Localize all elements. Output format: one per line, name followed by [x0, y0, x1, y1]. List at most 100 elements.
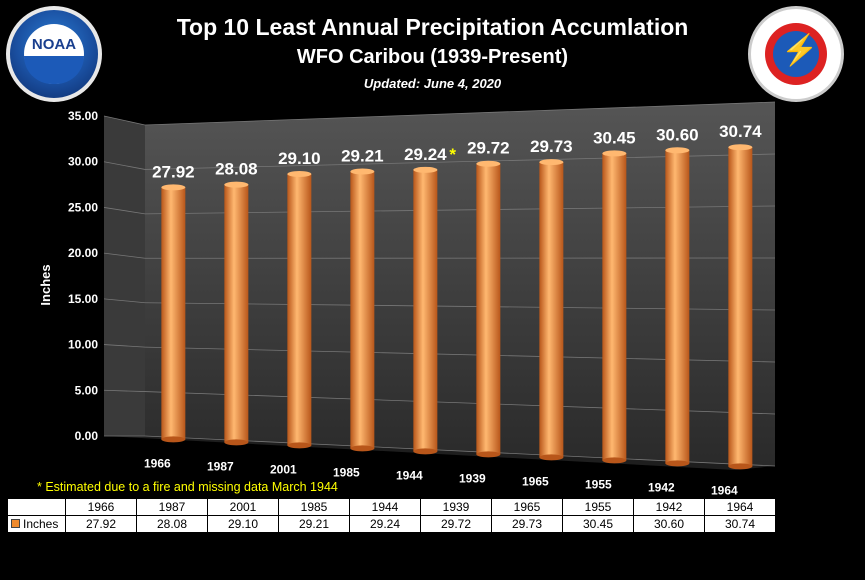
x-tick-label: 1966	[144, 456, 171, 470]
table-value-cell: 29.10	[207, 515, 279, 533]
table-value-cell: 29.72	[420, 515, 492, 533]
y-tick-label: 5.00	[75, 383, 99, 397]
x-tick-label: 1964	[711, 483, 738, 497]
bar-top	[602, 150, 627, 157]
bar-top	[476, 160, 501, 167]
chart-title: Top 10 Least Annual Precipitation Accuml…	[176, 14, 689, 40]
gridline-side	[103, 161, 146, 170]
table-value-cell: 29.21	[278, 515, 350, 533]
table-header-cell: 1939	[420, 498, 492, 516]
gridline-side	[103, 252, 146, 259]
table-value-cell: 30.60	[633, 515, 705, 533]
data-label: 29.24	[404, 145, 447, 164]
y-tick-label: 0.00	[75, 429, 99, 443]
bar	[413, 169, 438, 452]
bar-top	[665, 147, 690, 154]
table-value-cell: 27.92	[65, 515, 137, 533]
table-header-row: 1966 1987 2001 1985 1944 1939 1965 1955 1942 1964	[7, 498, 776, 516]
x-tick-label: 2001	[270, 462, 297, 476]
table-header-cell: 1965	[491, 498, 563, 516]
table-header-cell: 1944	[349, 498, 421, 516]
table-header-cell: 1987	[136, 498, 208, 516]
data-label: 30.45	[593, 128, 636, 147]
table-value-cell: 28.08	[136, 515, 208, 533]
bar	[539, 162, 564, 458]
noaa-logo: NOAA	[6, 6, 102, 102]
bar	[161, 187, 186, 440]
table-header-cell: 1955	[562, 498, 634, 516]
estimate-asterisk: *	[449, 145, 456, 164]
bar-base	[665, 460, 690, 467]
table-header-cell: 2001	[207, 498, 279, 516]
data-label: 30.74	[719, 122, 762, 141]
gridline	[144, 101, 776, 126]
data-label: 29.10	[278, 149, 321, 168]
table-row-label-text: Inches	[23, 517, 59, 531]
legend-swatch	[11, 519, 20, 528]
table-header-cell: 1985	[278, 498, 350, 516]
x-tick-label: 1985	[333, 465, 360, 479]
gridline-side	[103, 298, 146, 304]
gridline-side	[103, 344, 146, 348]
x-tick-label: 1987	[207, 459, 234, 473]
x-tick-label: 1955	[585, 477, 612, 491]
bar-base	[539, 454, 564, 461]
bar	[224, 184, 249, 443]
y-tick-label: 15.00	[68, 292, 98, 306]
y-tick-label: 35.00	[68, 109, 98, 123]
y-tick-label: 30.00	[68, 155, 98, 169]
data-label: 27.92	[152, 162, 195, 181]
x-tick-label: 1944	[396, 468, 423, 482]
bar-base	[728, 463, 753, 470]
table-header-cell: 1964	[704, 498, 776, 516]
table-corner	[7, 498, 66, 516]
bar-top	[224, 181, 249, 188]
bar-base	[224, 439, 249, 446]
bar-base	[413, 448, 438, 455]
data-table: 1966 1987 2001 1985 1944 1939 1965 1955 1942 1964…	[7, 498, 776, 533]
gridline-side	[103, 389, 146, 392]
bar	[350, 171, 375, 449]
table-value-row: Inches 27.92 28.08 29.10 29.21 29.24 29.72 29.…	[7, 515, 776, 533]
bar	[665, 150, 690, 464]
bar-top	[350, 168, 375, 175]
table-row-label: Inches	[7, 515, 66, 533]
data-label: 29.21	[341, 147, 384, 166]
bar-top	[161, 184, 186, 191]
data-label: 29.72	[467, 139, 510, 158]
data-label: 30.60	[656, 125, 699, 144]
table-value-cell: 29.73	[491, 515, 563, 533]
bar	[728, 147, 753, 467]
bar-top	[539, 159, 564, 166]
x-tick-label: 1965	[522, 474, 549, 488]
bar-base	[287, 442, 312, 449]
nws-caribou-logo: ⚡	[748, 6, 844, 102]
noaa-logo-text: NOAA	[31, 36, 77, 53]
x-tick-label: 1939	[459, 471, 486, 485]
x-tick-label: 1942	[648, 480, 675, 494]
data-label: 28.08	[215, 160, 258, 179]
gridline-side	[103, 115, 146, 126]
bar-top	[287, 170, 312, 177]
chart-subtitle: WFO Caribou (1939-Present)	[296, 46, 569, 68]
y-axis-label: Inches	[38, 264, 53, 305]
table-header-cell: 1942	[633, 498, 705, 516]
gridline-side	[103, 207, 146, 215]
chart-side-wall	[104, 116, 145, 436]
bar-base	[161, 436, 186, 443]
bar-chart: 0.00 5.00 10.00 15.00 20.00 25.00 30.00 35.00 In…	[38, 101, 776, 497]
bar-base	[476, 451, 501, 458]
table-header-cell: 1966	[65, 498, 137, 516]
y-tick-label: 10.00	[68, 338, 98, 352]
table-value-cell: 30.74	[704, 515, 776, 533]
bar-top	[728, 144, 753, 151]
updated-date: Updated: June 4, 2020	[363, 76, 502, 91]
y-tick-label: 20.00	[68, 246, 98, 260]
footnote: * Estimated due to a fire and missing da…	[37, 480, 338, 494]
table-value-cell: 30.45	[562, 515, 634, 533]
bar	[602, 153, 627, 461]
bar	[476, 163, 501, 455]
data-label: 29.73	[530, 137, 573, 156]
y-tick-label: 25.00	[68, 200, 98, 214]
bar-top	[413, 166, 438, 173]
